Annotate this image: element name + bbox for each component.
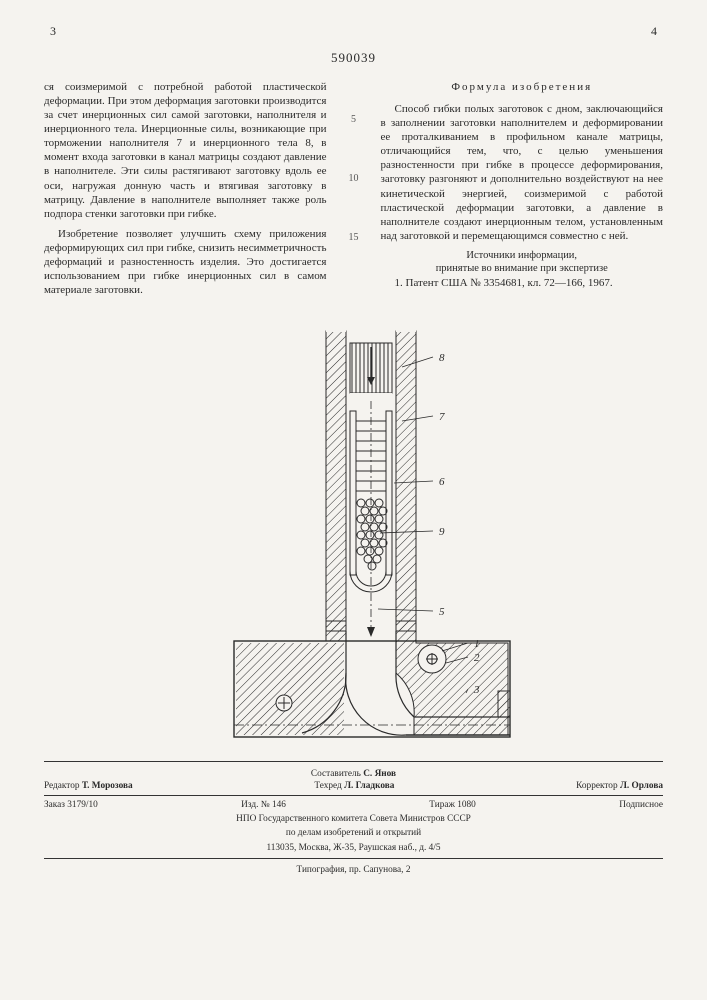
- page-number-right: 4: [651, 24, 657, 39]
- figure-label: 2: [474, 652, 480, 664]
- document-id: 590039: [44, 50, 663, 66]
- figure-label: 7: [439, 411, 445, 423]
- corrector-label: Корректор: [576, 781, 617, 791]
- compiler-name: С. Янов: [363, 769, 396, 779]
- techred-label: Техред: [314, 781, 341, 791]
- left-paragraph-1: ся соизмеримой с потребной работой пласт…: [44, 80, 327, 221]
- figure-label: 8: [439, 352, 445, 364]
- figure-label: 6: [439, 476, 445, 488]
- figure-label: 1: [474, 638, 480, 650]
- org-line-2: по делам изобретений и открытий: [44, 827, 663, 839]
- techred-name: Л. Гладкова: [344, 781, 394, 791]
- figure: 8 7 6 9 5 1 2 3: [44, 321, 663, 751]
- podpis: Подписное: [619, 799, 663, 811]
- typography-line: Типография, пр. Сапунова, 2: [44, 865, 663, 875]
- page-number-left: 3: [50, 24, 56, 39]
- left-column: ся соизмеримой с потребной работой пласт…: [44, 80, 327, 303]
- line-number-rail: 5 10 15: [347, 80, 361, 303]
- order: Заказ 3179/10: [44, 799, 98, 811]
- editor-name: Т. Морозова: [82, 781, 133, 791]
- reference-1: 1. Патент США № 3354681, кл. 72—166, 196…: [381, 276, 664, 290]
- text-columns: ся соизмеримой с потребной работой пласт…: [44, 80, 663, 303]
- line-number: 5: [351, 114, 356, 125]
- tirazh: Тираж 1080: [429, 799, 476, 811]
- figure-label: 3: [473, 684, 480, 696]
- compiler-label: Составитель: [311, 769, 361, 779]
- right-column: Формула изобретения Способ гибки полых з…: [381, 80, 664, 303]
- colophon: Составитель С. Янов Редактор Т. Морозова…: [44, 761, 663, 858]
- page-number-row: 3 4: [44, 24, 663, 44]
- formula-title: Формула изобретения: [381, 80, 664, 94]
- right-paragraph-1: Способ гибки полых заготовок с дном, зак…: [381, 102, 664, 243]
- izd: Изд. № 146: [241, 799, 286, 811]
- address: 113035, Москва, Ж-35, Раушская наб., д. …: [44, 842, 663, 854]
- line-number: 15: [349, 232, 359, 243]
- editor-label: Редактор: [44, 781, 80, 791]
- line-number: 10: [349, 173, 359, 184]
- figure-label: 5: [439, 606, 445, 618]
- corrector-name: Л. Орлова: [620, 781, 663, 791]
- left-paragraph-2: Изобретение позволяет улучшить схему при…: [44, 227, 327, 297]
- org-line-1: НПО Государственного комитета Совета Мин…: [44, 813, 663, 825]
- figure-svg: 8 7 6 9 5 1 2 3: [174, 321, 534, 751]
- figure-label: 9: [439, 526, 445, 538]
- sources-title: Источники информации, принятые во вниман…: [381, 249, 664, 276]
